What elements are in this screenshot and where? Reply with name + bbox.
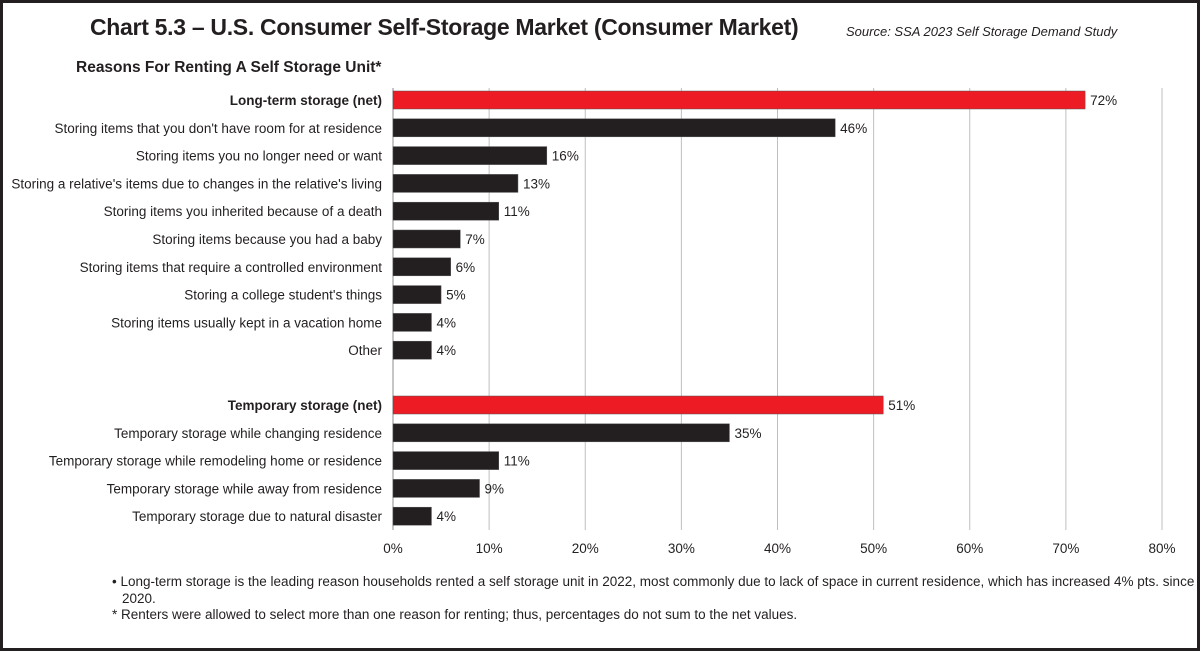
bar bbox=[392, 257, 451, 277]
x-tick-label: 40% bbox=[764, 541, 791, 556]
bar bbox=[392, 90, 1086, 110]
category-label: Temporary storage while changing residen… bbox=[114, 426, 382, 441]
bar bbox=[392, 174, 519, 193]
chart-source: Source: SSA 2023 Self Storage Demand Stu… bbox=[846, 24, 1118, 39]
value-label: 4% bbox=[436, 509, 456, 524]
value-label: 51% bbox=[888, 398, 915, 413]
footnote-bullet: • Long-term storage is the leading reaso… bbox=[112, 574, 1195, 606]
bar bbox=[392, 395, 884, 415]
bar bbox=[392, 285, 442, 304]
value-label: 4% bbox=[436, 315, 456, 330]
value-label: 9% bbox=[485, 481, 505, 496]
value-label: 5% bbox=[446, 288, 466, 303]
x-tick-label: 50% bbox=[860, 541, 887, 556]
bar bbox=[392, 506, 432, 526]
chart-subtitle: Reasons For Renting A Self Storage Unit* bbox=[76, 59, 382, 76]
category-label: Temporary storage while away from reside… bbox=[107, 481, 382, 496]
value-label: 6% bbox=[456, 260, 476, 275]
category-label: Storing items you no longer need or want bbox=[136, 149, 382, 164]
value-label: 13% bbox=[523, 176, 550, 191]
value-label: 16% bbox=[552, 149, 579, 164]
bar bbox=[392, 146, 548, 165]
value-label: 7% bbox=[465, 232, 485, 247]
x-tick-label: 30% bbox=[668, 541, 695, 556]
category-label: Temporary storage (net) bbox=[228, 398, 382, 413]
bar bbox=[392, 201, 499, 221]
category-label: Storing items usually kept in a vacation… bbox=[111, 315, 382, 330]
category-label: Other bbox=[348, 343, 382, 358]
bar bbox=[392, 229, 461, 249]
footnote-asterisk: * Renters were allowed to select more th… bbox=[112, 607, 798, 622]
bar bbox=[392, 451, 499, 470]
x-tick-label: 80% bbox=[1148, 541, 1175, 556]
bar bbox=[392, 340, 432, 360]
value-label: 4% bbox=[436, 343, 456, 358]
bar bbox=[392, 479, 480, 498]
bar bbox=[392, 423, 730, 443]
category-label: Storing items that require a controlled … bbox=[80, 260, 383, 275]
chart-title: Chart 5.3 – U.S. Consumer Self-Storage M… bbox=[90, 14, 799, 40]
bar bbox=[392, 313, 432, 332]
category-label: Temporary storage while remodeling home … bbox=[49, 454, 382, 469]
value-label: 11% bbox=[504, 454, 530, 469]
x-tick-label: 10% bbox=[476, 541, 503, 556]
category-label: Storing items that you don't have room f… bbox=[54, 121, 382, 136]
x-tick-label: 0% bbox=[383, 541, 403, 556]
value-label: 35% bbox=[734, 426, 761, 441]
category-label: Long-term storage (net) bbox=[230, 93, 382, 108]
category-label: Storing a college student's things bbox=[184, 288, 382, 303]
footnotes: • Long-term storage is the leading reaso… bbox=[112, 574, 1200, 624]
x-tick-label: 20% bbox=[572, 541, 599, 556]
x-tick-label: 70% bbox=[1052, 541, 1079, 556]
value-label: 46% bbox=[840, 121, 867, 136]
x-tick-label: 60% bbox=[956, 541, 983, 556]
category-label: Storing items because you had a baby bbox=[152, 232, 382, 247]
category-label: Temporary storage due to natural disaste… bbox=[132, 509, 382, 524]
category-label: Storing a relative's items due to change… bbox=[11, 176, 382, 191]
bar bbox=[392, 118, 836, 138]
value-label: 72% bbox=[1090, 93, 1117, 108]
value-label: 11% bbox=[504, 204, 530, 219]
category-label: Storing items you inherited because of a… bbox=[104, 204, 382, 219]
